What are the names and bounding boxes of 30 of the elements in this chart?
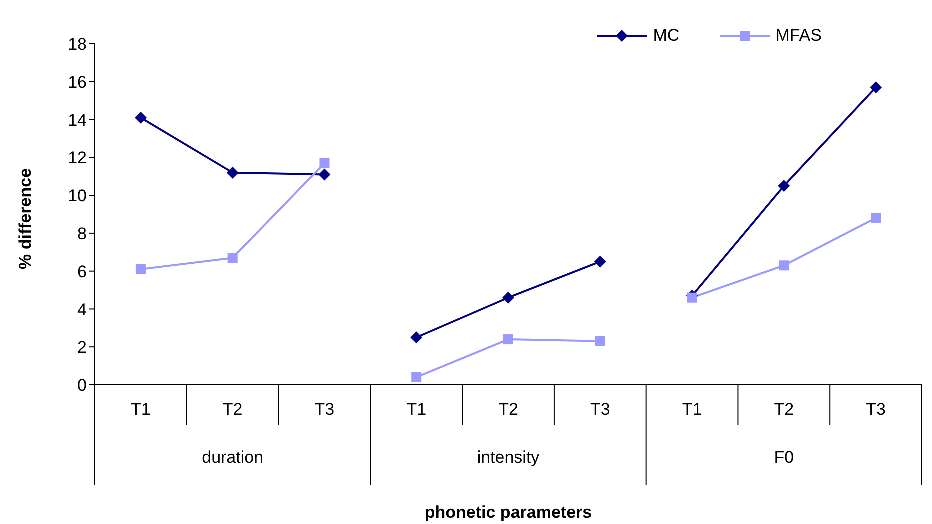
point [870,82,882,94]
x-tick-label: T3 [590,400,610,420]
y-tick-label: 8 [78,224,87,244]
y-tick-label: 0 [78,376,87,396]
x-axis-title: phonetic parameters [424,503,592,522]
legend-label: MC [653,26,680,46]
text: F0 [774,448,794,467]
y-tick-label: 6 [78,262,87,282]
y-tick-label: 2 [78,338,87,358]
y-tick-label: 10 [68,186,87,206]
x-tick-label: T2 [498,400,518,420]
point [136,264,146,274]
legend-label: MFAS [776,26,822,46]
point [228,253,238,264]
y-axis-title: % difference [16,168,36,270]
y-tick-label: 12 [68,148,87,168]
point [778,180,790,192]
x-tick-label: T2 [774,400,794,420]
text: duration [202,448,264,467]
x-tick-label: T2 [222,400,243,420]
y-tick-label: 4 [78,300,87,320]
text: intensity [477,448,540,467]
x-tick-label: T1 [131,400,151,420]
y-tick-label: 14 [68,110,87,130]
x-tick-label: T3 [866,400,886,420]
y-tick-label: 16 [68,72,87,92]
y-tick-label: 18 [68,35,87,54]
x-tick-label: T1 [682,400,702,420]
x-tick-label: T1 [406,400,427,420]
x-tick-label: T3 [314,400,335,420]
